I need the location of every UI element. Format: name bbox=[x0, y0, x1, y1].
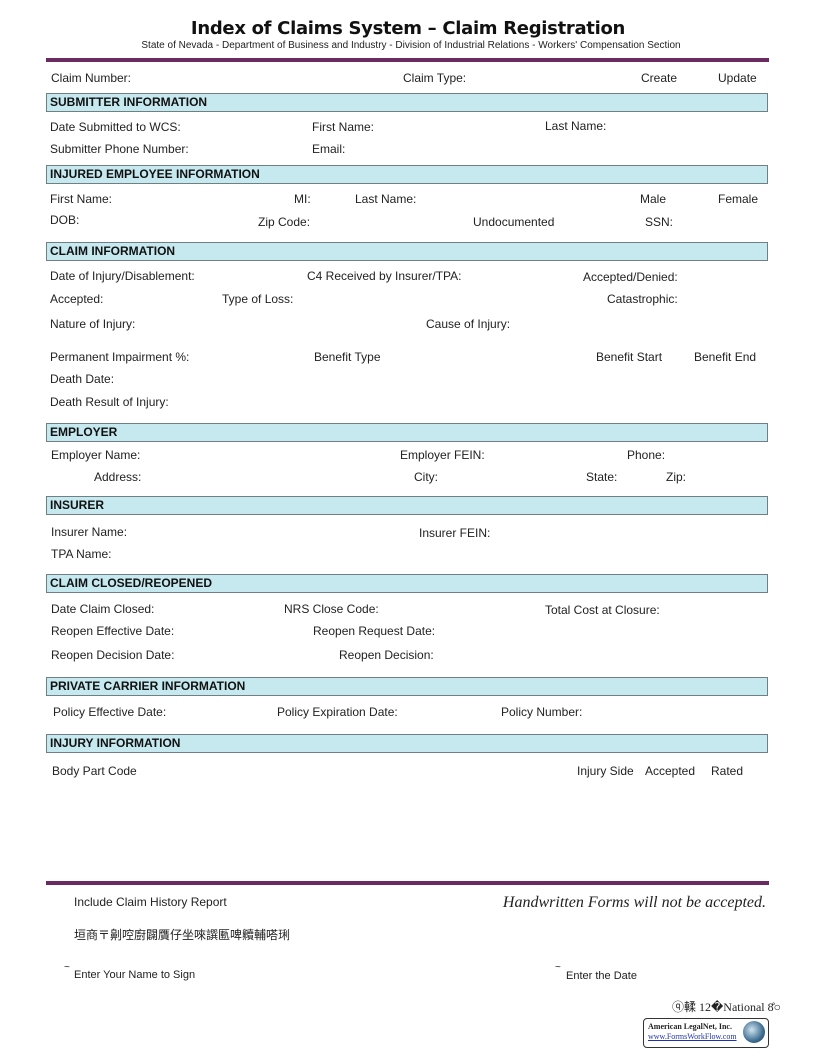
employee-first-name-label: First Name: bbox=[50, 192, 113, 206]
benefit-type-label: Benefit Type bbox=[314, 350, 381, 364]
death-date-label: Death Date: bbox=[50, 372, 115, 386]
injury-rated-label: Rated bbox=[711, 764, 744, 778]
total-cost-label: Total Cost at Closure: bbox=[545, 603, 660, 617]
section-heading: INSURER bbox=[50, 498, 105, 512]
employer-phone-label: Phone: bbox=[627, 448, 666, 462]
reopen-request-label: Reopen Request Date: bbox=[313, 624, 436, 638]
injury-accepted-label: Accepted bbox=[645, 764, 696, 778]
logo-name: American LegalNet, Inc. bbox=[648, 1022, 732, 1031]
section-heading: EMPLOYER bbox=[50, 425, 118, 439]
bottom-divider bbox=[46, 881, 769, 885]
employer-address-label: Address: bbox=[94, 470, 142, 484]
section-injury-information: INJURY INFORMATION bbox=[46, 734, 768, 753]
accepted-denied-label: Accepted/Denied: bbox=[583, 270, 678, 284]
type-of-loss-label: Type of Loss: bbox=[222, 292, 294, 306]
date-marker: ~ bbox=[555, 962, 561, 973]
dob-label: DOB: bbox=[50, 213, 80, 227]
section-heading: INJURED EMPLOYEE INFORMATION bbox=[50, 167, 260, 181]
male-option[interactable]: Male bbox=[640, 192, 667, 206]
stamp-glyphs: ⓠ輮 12�National 8̊○ bbox=[672, 1000, 781, 1014]
undocumented-option[interactable]: Undocumented bbox=[473, 215, 555, 229]
reopen-effective-label: Reopen Effective Date: bbox=[51, 624, 175, 638]
section-private-carrier: PRIVATE CARRIER INFORMATION bbox=[46, 677, 768, 696]
include-claim-history-option[interactable]: Include Claim History Report bbox=[74, 895, 227, 909]
reopen-decision-label: Reopen Decision: bbox=[339, 648, 434, 662]
ssn-label: SSN: bbox=[645, 215, 674, 229]
permanent-impairment-label: Permanent Impairment %: bbox=[50, 350, 190, 364]
employee-mi-label: MI: bbox=[294, 192, 311, 206]
employee-last-name-label: Last Name: bbox=[355, 192, 417, 206]
signature-marker: ~ bbox=[64, 962, 70, 973]
date-closed-label: Date Claim Closed: bbox=[51, 602, 155, 616]
date-submitted-label: Date Submitted to WCS: bbox=[50, 120, 181, 134]
page-subtitle: State of Nevada - Department of Business… bbox=[141, 40, 681, 51]
submitter-first-name-label: First Name: bbox=[312, 120, 375, 134]
tpa-name-label: TPA Name: bbox=[51, 547, 112, 561]
claim-type-label: Claim Type: bbox=[403, 71, 467, 85]
section-heading: INJURY INFORMATION bbox=[50, 736, 181, 750]
section-claim-information: CLAIM INFORMATION bbox=[46, 242, 768, 261]
policy-number-label: Policy Number: bbox=[501, 705, 583, 719]
sign-name-field[interactable]: Enter Your Name to Sign bbox=[74, 969, 196, 981]
section-employer: EMPLOYER bbox=[46, 423, 768, 442]
garbled-text: 垣商〒劓啌廚闢贋仔坐唻譔匭啤贕輔嗒琍 bbox=[74, 928, 291, 942]
cause-of-injury-label: Cause of Injury: bbox=[426, 317, 511, 331]
employer-zip-label: Zip: bbox=[666, 470, 687, 484]
injury-side-label: Injury Side bbox=[577, 764, 634, 778]
section-heading: PRIVATE CARRIER INFORMATION bbox=[50, 679, 246, 693]
death-result-label: Death Result of Injury: bbox=[50, 395, 169, 409]
insurer-fein-label: Insurer FEIN: bbox=[419, 526, 491, 540]
employer-fein-label: Employer FEIN: bbox=[400, 448, 485, 462]
benefit-end-label: Benefit End bbox=[694, 350, 757, 364]
catastrophic-label: Catastrophic: bbox=[607, 292, 678, 306]
policy-expiration-label: Policy Expiration Date: bbox=[277, 705, 398, 719]
claim-number-label: Claim Number: bbox=[51, 71, 132, 85]
update-option[interactable]: Update bbox=[718, 71, 757, 85]
handwritten-notice: Handwritten Forms will not be accepted. bbox=[502, 894, 766, 911]
create-option[interactable]: Create bbox=[641, 71, 678, 85]
date-of-injury-label: Date of Injury/Disablement: bbox=[50, 269, 195, 283]
reopen-decision-date-label: Reopen Decision Date: bbox=[51, 648, 175, 662]
employer-state-label: State: bbox=[586, 470, 618, 484]
submitter-last-name-label: Last Name: bbox=[545, 119, 607, 133]
nature-of-injury-label: Nature of Injury: bbox=[50, 317, 136, 331]
insurer-name-label: Insurer Name: bbox=[51, 525, 128, 539]
section-heading: CLAIM INFORMATION bbox=[50, 244, 176, 258]
employer-city-label: City: bbox=[414, 470, 438, 484]
submitter-email-label: Email: bbox=[312, 142, 346, 156]
accepted-label: Accepted: bbox=[50, 292, 104, 306]
section-heading: SUBMITTER INFORMATION bbox=[50, 95, 208, 109]
logo-url-link[interactable]: www.FormsWorkFlow.com bbox=[648, 1032, 737, 1041]
employer-name-label: Employer Name: bbox=[51, 448, 141, 462]
top-divider bbox=[46, 58, 769, 62]
policy-effective-label: Policy Effective Date: bbox=[53, 705, 167, 719]
section-insurer: INSURER bbox=[46, 496, 768, 515]
c4-received-label: C4 Received by Insurer/TPA: bbox=[307, 269, 462, 283]
globe-icon bbox=[743, 1021, 765, 1043]
page-title: Index of Claims System – Claim Registrat… bbox=[190, 18, 626, 39]
female-option[interactable]: Female bbox=[718, 192, 759, 206]
nrs-close-code-label: NRS Close Code: bbox=[284, 602, 379, 616]
zip-code-label: Zip Code: bbox=[258, 215, 311, 229]
section-submitter: SUBMITTER INFORMATION bbox=[46, 93, 768, 112]
sign-date-field[interactable]: Enter the Date bbox=[566, 970, 637, 982]
american-legalnet-logo: American LegalNet, Inc. www.FormsWorkFlo… bbox=[643, 1018, 769, 1048]
benefit-start-label: Benefit Start bbox=[596, 350, 663, 364]
section-claim-closed: CLAIM CLOSED/REOPENED bbox=[46, 574, 768, 593]
section-heading: CLAIM CLOSED/REOPENED bbox=[50, 576, 213, 590]
submitter-phone-label: Submitter Phone Number: bbox=[50, 142, 189, 156]
body-part-code-label: Body Part Code bbox=[52, 764, 137, 778]
section-injured-employee: INJURED EMPLOYEE INFORMATION bbox=[46, 165, 768, 184]
